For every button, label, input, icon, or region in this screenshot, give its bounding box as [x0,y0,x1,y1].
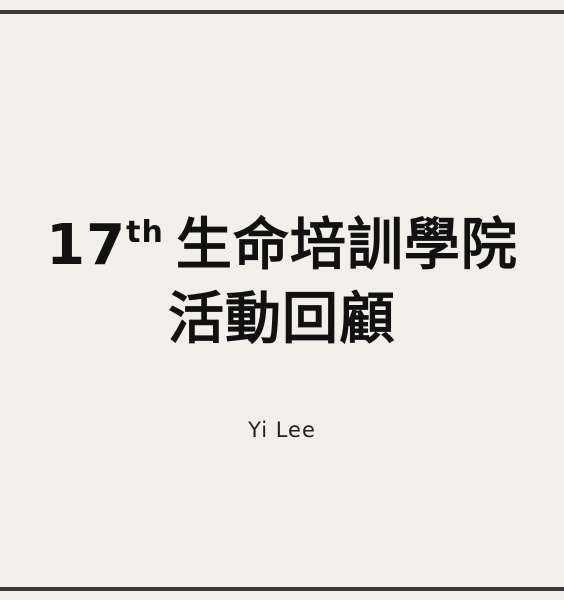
title-line-1: 17th 生命培訓學院 [0,196,564,283]
title-line-2: 活動回顧 [168,287,396,352]
author-name: Yi Lee [248,418,316,442]
top-rule [0,10,564,14]
title-ordinal-suffix: th [126,215,164,250]
title-line-1-text: 生命培訓學院 [175,213,518,278]
bottom-rule [0,587,564,591]
slide-title: 17th 生命培訓學院 活動回顧 [0,196,564,357]
title-ordinal-number: 17 [46,213,127,278]
